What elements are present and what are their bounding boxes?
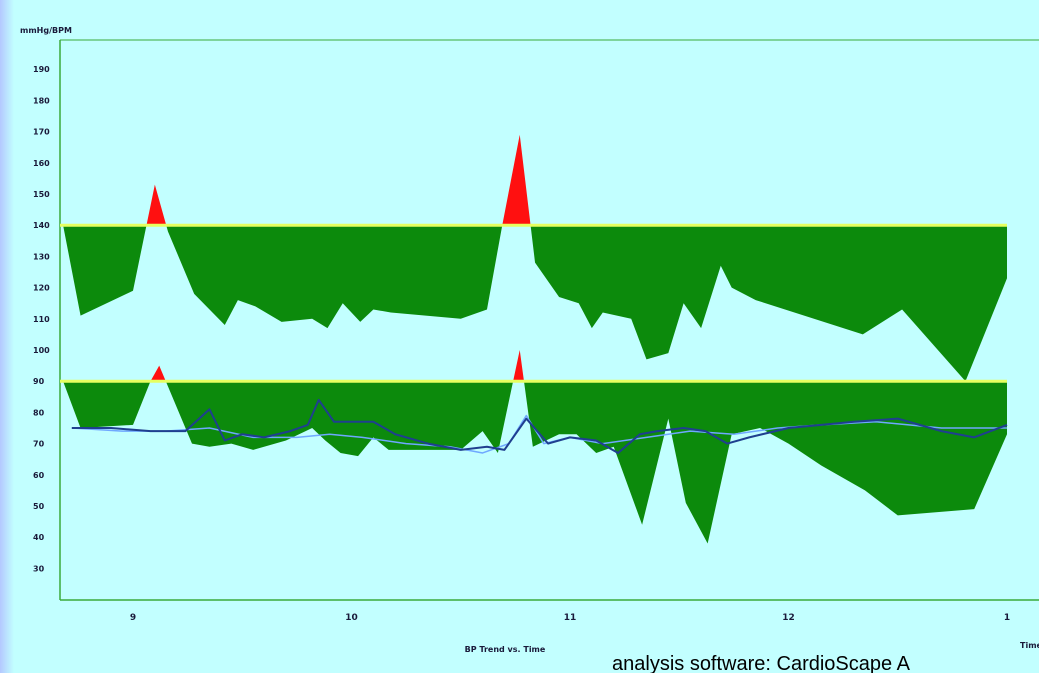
y-tick-label: 90: [33, 377, 45, 386]
x-tick-label: 10: [345, 613, 358, 623]
y-tick-label: 100: [33, 346, 50, 355]
above-threshold-area: [63, 350, 1007, 382]
y-tick-label: 190: [33, 65, 50, 74]
y-tick-label: 120: [33, 284, 50, 293]
x-tick-label: 12: [782, 613, 795, 623]
x-tick-label: 1: [1004, 613, 1010, 623]
caption: analysis software: CardioScape A: [612, 653, 910, 673]
x-axis-label: BP Trend vs. Time: [465, 645, 546, 654]
below-threshold-area: [63, 225, 1007, 382]
y-tick-label: 80: [33, 408, 45, 417]
y-tick-label: 140: [33, 221, 50, 230]
plot-area: 1901801701601501401301201101009080706050…: [33, 39, 1039, 623]
x-axis-end-label: Time: [1020, 641, 1039, 650]
y-tick-label: 170: [33, 128, 50, 137]
y-tick-label: 50: [33, 502, 45, 511]
y-tick-label: 130: [33, 252, 50, 261]
y-tick-label: 150: [33, 190, 50, 199]
y-tick-label: 40: [33, 533, 45, 542]
y-tick-label: 70: [33, 440, 45, 449]
y-tick-label: 60: [33, 471, 45, 480]
y-tick-label: 180: [33, 96, 50, 105]
x-tick-label: 11: [564, 613, 577, 623]
y-tick-label: 30: [33, 564, 45, 573]
y-tick-label: 110: [33, 315, 50, 324]
heart-rate-dark-line: [71, 398, 1008, 454]
y-axis-label: mmHg/BPM: [20, 26, 72, 35]
y-tick-label: 160: [33, 159, 50, 168]
x-tick-label: 9: [130, 613, 136, 623]
below-threshold-area: [63, 381, 1007, 544]
